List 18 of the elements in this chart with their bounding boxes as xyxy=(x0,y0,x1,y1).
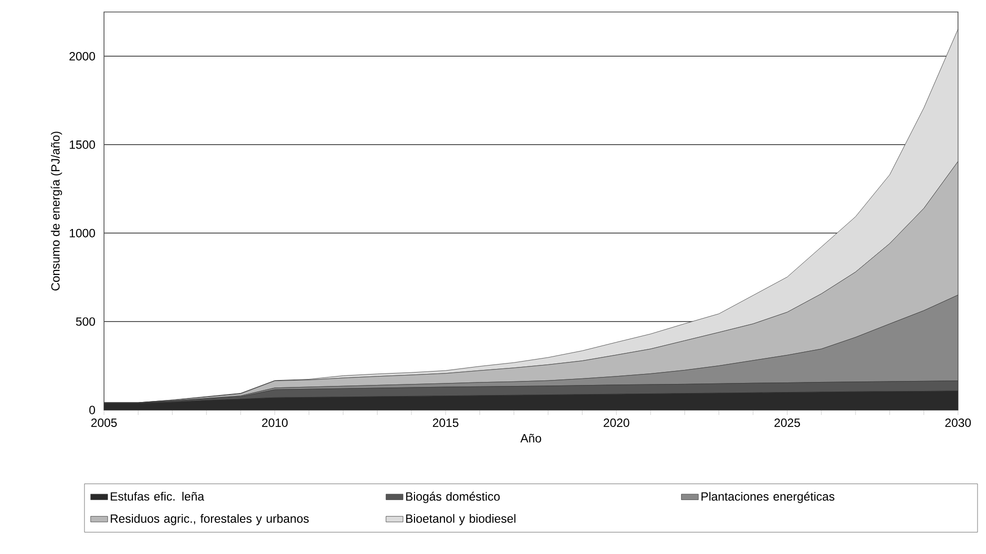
y-tick-label: 2000 xyxy=(69,52,96,60)
x-tick-label: 2005 xyxy=(91,418,117,427)
y-tick-label: 0 xyxy=(89,406,96,414)
legend-label: Residuos agric., forestales y urbanos xyxy=(110,514,309,526)
y-axis-title: Consumo de energía (PJ/año) xyxy=(50,132,62,290)
legend-label: Estufas efic. leña xyxy=(110,492,204,501)
legend-label: Biogás doméstico xyxy=(406,492,500,504)
y-tick-label: 1500 xyxy=(70,140,96,149)
x-tick-label: 2030 xyxy=(945,418,971,427)
x-tick-label: 2020 xyxy=(604,418,630,427)
y-tick-label: 500 xyxy=(76,317,96,326)
y-tick-label: 1000 xyxy=(70,228,96,238)
legend-label: Bioetanol y biodiesel xyxy=(406,514,516,526)
x-axis-title: Año xyxy=(520,434,542,443)
x-tick-label: 2015 xyxy=(432,418,458,427)
x-tick-label: 2010 xyxy=(262,418,288,427)
legend-label: Plantaciones energéticas xyxy=(702,492,834,504)
x-tick-label: 2025 xyxy=(774,418,800,427)
